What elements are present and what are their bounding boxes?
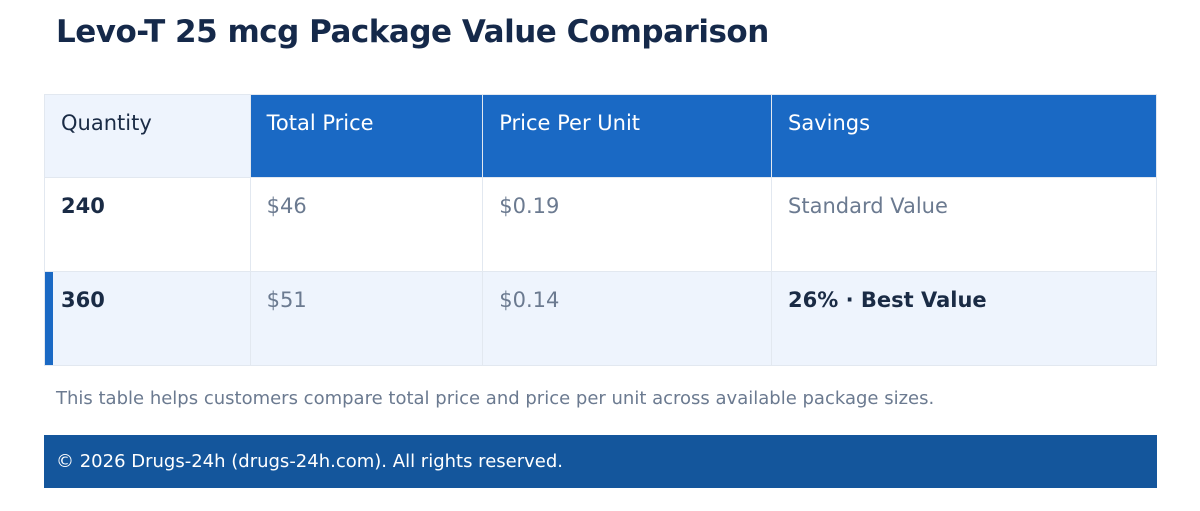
cell: 240 (44, 177, 251, 272)
cell: $0.14 (482, 271, 773, 366)
footer: © 2026 Drugs-24h (drugs-24h.com). All ri… (44, 435, 1157, 488)
title: Levo-T 25 mcg Package Value Comparison (56, 14, 769, 50)
comparison-table: Quantity Total Price Price Per Unit Savi… (44, 94, 1157, 366)
cell: $51 (249, 271, 484, 366)
note: This table helps customers compare total… (56, 388, 935, 409)
cell: Standard Value (771, 177, 1157, 272)
header-cell: Price Per Unit (482, 94, 773, 178)
cell: $46 (249, 177, 484, 272)
header-row: Quantity Total Price Price Per Unit Savi… (44, 94, 1157, 178)
cell: 360 (44, 271, 251, 366)
header-cell: Savings (771, 94, 1157, 178)
cell: $0.19 (482, 177, 773, 272)
header-cell: Total Price (249, 94, 484, 178)
row: 360 $51 $0.14 26% · Best Value (44, 271, 1157, 366)
cell: 26% · Best Value (771, 271, 1157, 366)
row: 240 $46 $0.19 Standard Value (44, 177, 1157, 272)
header-cell: Quantity (44, 94, 251, 178)
